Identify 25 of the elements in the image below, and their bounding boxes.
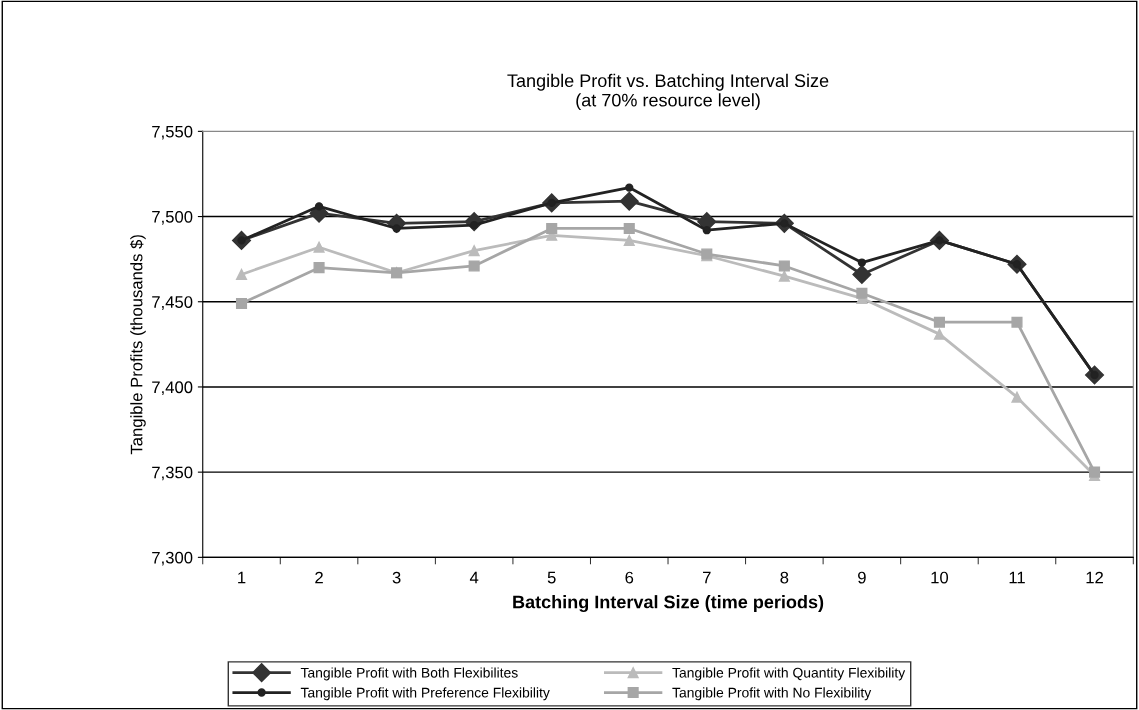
x-tick-label: 3 bbox=[392, 571, 401, 584]
x-tick-label: 2 bbox=[315, 571, 323, 584]
y-axis-title: Tangible Profits (thousands $) bbox=[129, 235, 146, 455]
x-tick-label: 9 bbox=[858, 571, 866, 584]
y-tick-label: 7,400 bbox=[152, 381, 193, 396]
legend-label: Tangible Profit with No Flexibility bbox=[672, 687, 872, 701]
x-tick-label: 4 bbox=[469, 571, 479, 584]
x-tick-label: 10 bbox=[931, 571, 949, 584]
x-tick-label: 1 bbox=[238, 571, 246, 584]
x-axis-title: Batching Interval Size (time periods) bbox=[513, 595, 824, 613]
legend-label: Tangible Profit with Preference Flexibility bbox=[300, 687, 550, 701]
x-tick-label: 8 bbox=[780, 571, 789, 584]
x-tick-label: 7 bbox=[703, 571, 711, 584]
y-tick-label: 7,350 bbox=[152, 466, 193, 481]
x-tick-label: 6 bbox=[625, 571, 634, 584]
x-tick-label: 11 bbox=[1009, 571, 1025, 584]
y-tick-label: 7,550 bbox=[152, 125, 193, 140]
x-tick-label: 5 bbox=[547, 571, 556, 584]
y-tick-label: 7,500 bbox=[152, 210, 193, 225]
x-tick-label: 12 bbox=[1086, 571, 1103, 584]
y-tick-label: 7,450 bbox=[152, 296, 193, 310]
y-tick-label: 7,300 bbox=[152, 551, 193, 566]
legend-label: Tangible Profit with Quantity Flexibility bbox=[672, 667, 906, 681]
chart-title: Tangible Profit vs. Batching Interval Size (at 70% resource level) bbox=[507, 73, 829, 111]
legend-label: Tangible Profit with Both Flexibilites bbox=[300, 667, 518, 681]
